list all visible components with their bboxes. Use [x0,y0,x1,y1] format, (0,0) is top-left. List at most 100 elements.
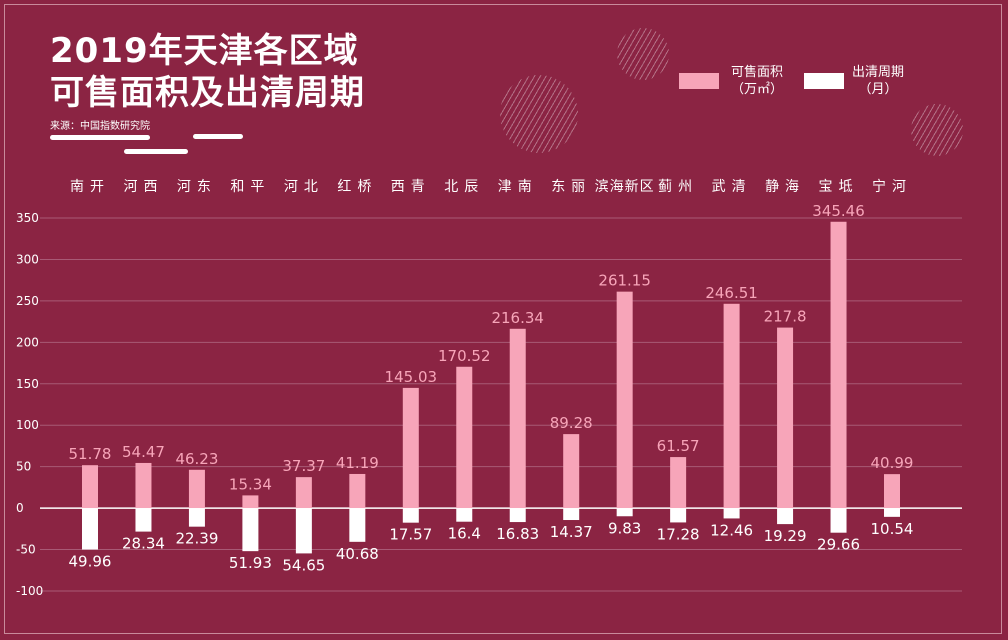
legend-label-area: 可售面积 （万㎡） [730,65,783,97]
bar-period [188,508,205,527]
y-tick-label: 200 [16,335,39,349]
data-label-period: 28.34 [122,535,165,553]
bar-period [670,508,687,523]
data-label-area: 170.52 [438,347,491,365]
data-label-period: 17.57 [389,526,432,544]
bar-area [616,291,633,509]
data-label-area: 61.57 [657,437,700,455]
y-tick-label: -50 [16,543,36,557]
category-label: 河东 [177,179,217,195]
bar-period [242,508,259,552]
y-tick-label: 0 [16,501,24,515]
data-label-area: 345.46 [812,202,865,220]
data-label-period: 12.46 [710,521,753,539]
category-label: 静海 [765,179,805,195]
category-label: 北辰 [444,179,484,195]
category-label: 河西 [123,179,163,195]
bar-period [830,508,847,533]
bar-area [670,457,687,509]
y-tick-label: 300 [16,252,39,266]
bar-period [563,508,580,521]
category-label: 南开 [70,179,110,195]
bar-area [242,495,259,509]
decor-line [124,149,188,154]
data-label-period: 22.39 [175,530,218,548]
bar-area [82,465,98,509]
category-label: 和平 [230,179,270,195]
bar-period [135,508,152,532]
data-label-period: 49.96 [69,553,112,571]
bar-area [456,366,473,509]
data-label-area: 217.8 [764,308,807,326]
category-label: 西青 [391,179,431,195]
bar-area [777,327,794,509]
category-label: 河北 [284,179,324,195]
data-label-area: 46.23 [175,450,218,468]
data-label-period: 9.83 [608,519,641,537]
bar-area [563,434,580,509]
y-tick-label: 250 [16,294,39,308]
data-label-area: 246.51 [705,284,758,302]
bar-period [295,508,312,554]
legend-swatch-area [679,73,719,89]
legend-label-period: 出清周期 （月） [851,65,904,97]
data-label-area: 51.78 [69,445,112,463]
category-label: 津南 [498,179,538,195]
data-label-period: 29.66 [817,536,860,554]
data-label-period: 16.83 [496,525,539,543]
decor-line [193,134,243,139]
bar-area [349,473,366,509]
legend-swatch-period [804,73,844,89]
bar-period [456,508,473,522]
category-label: 宝坻 [819,179,859,195]
y-tick-label: 50 [16,460,31,474]
data-label-period: 16.4 [448,525,481,543]
data-label-area: 41.19 [336,454,379,472]
bar-area [509,328,526,509]
bar-area [135,462,152,509]
bar-period [616,508,633,517]
data-label-area: 40.99 [871,454,914,472]
bar-area [188,469,205,509]
decor-circle [500,75,578,153]
category-label: 宁河 [872,178,912,195]
title-line-2: 可售面积及出清周期 [50,73,365,113]
bar-period [402,508,419,523]
category-label: 东丽 [551,179,591,195]
data-label-area: 145.03 [385,368,438,386]
source-note: 来源：中国指数研究院 [50,121,150,132]
category-label: 武清 [712,179,752,195]
data-label-area: 89.28 [550,414,593,432]
bar-period [509,508,526,523]
decor-circle [911,104,963,156]
bar-period [777,508,794,525]
data-label-period: 51.93 [229,554,272,572]
bar-period [884,508,900,517]
y-tick-label: -100 [16,584,43,598]
decor-line [50,135,150,140]
bar-area [402,387,419,509]
title-line-1: 2019年天津各区域 [50,31,359,71]
bar-area [295,477,312,509]
data-label-area: 54.47 [122,443,165,461]
bar-period [349,508,366,542]
data-label-period: 54.65 [282,556,325,574]
category-label: 蓟州 [658,179,698,195]
bar-area [723,303,740,509]
decor-circle [617,28,669,80]
category-label: 滨海新区 [595,179,655,195]
data-label-period: 10.54 [871,520,914,538]
bar-period [82,508,98,550]
data-label-area: 216.34 [491,309,544,327]
chart-title: 2019年天津各区域 可售面积及出清周期 [50,30,365,114]
bar-area [830,221,847,509]
data-label-area: 15.34 [229,475,272,493]
y-tick-label: 150 [16,377,39,391]
data-label-area: 37.37 [282,457,325,475]
data-label-area: 261.15 [598,272,651,290]
data-label-period: 14.37 [550,523,593,541]
chart-frame [4,4,1002,634]
category-label: 红桥 [337,179,377,195]
data-label-period: 17.28 [657,525,700,543]
